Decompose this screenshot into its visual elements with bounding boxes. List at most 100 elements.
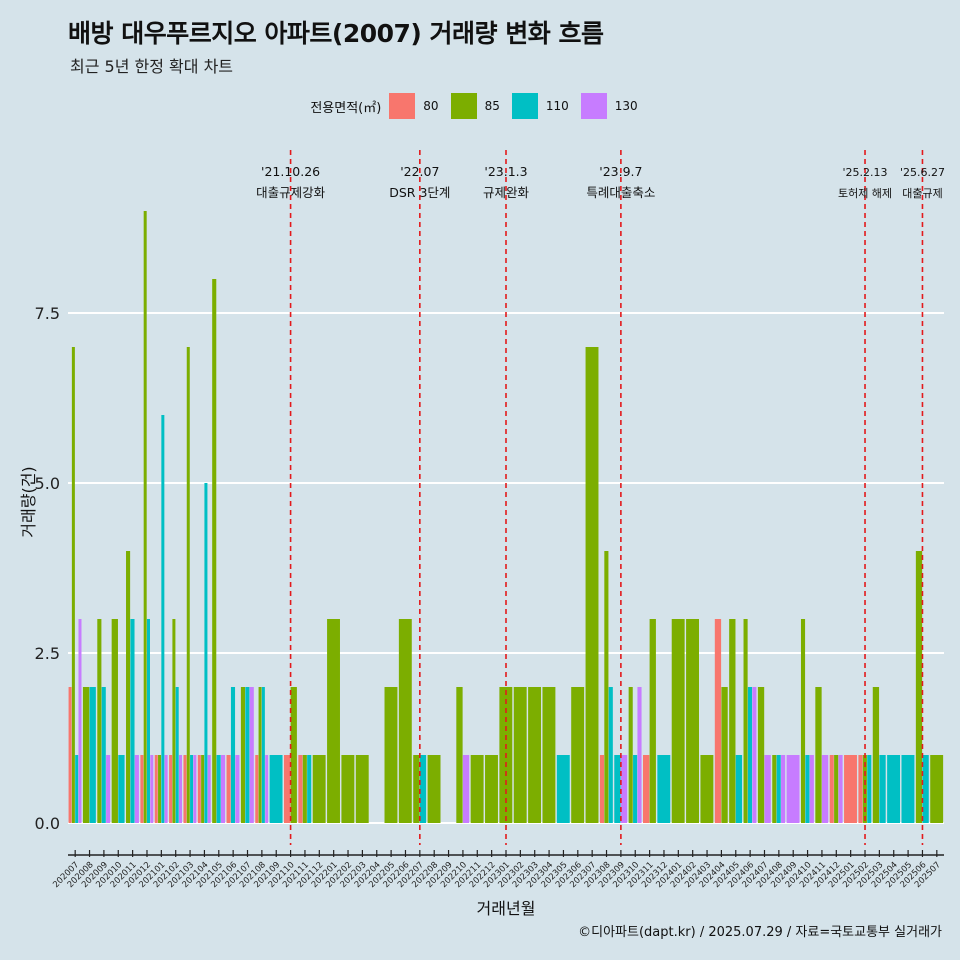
bar-110-202503	[879, 755, 886, 823]
bar-85-202107	[240, 687, 246, 823]
bar-85-202506	[915, 551, 923, 823]
bar-130-202102	[179, 755, 183, 823]
bar-80-202101	[154, 755, 158, 823]
bar-85-202212	[485, 755, 498, 823]
event-date: '25.6.27	[900, 166, 945, 179]
bar-110-202502	[867, 755, 872, 823]
bar-130-202408	[781, 755, 786, 823]
bar-110-202008	[89, 687, 96, 823]
bar-85-202111	[302, 755, 307, 823]
bar-85-202205	[384, 687, 398, 823]
bar-85-202403	[700, 755, 714, 823]
event-date: '22.07	[400, 164, 439, 179]
y-tick-label: 5.0	[35, 474, 60, 493]
bar-130-202101	[164, 755, 168, 823]
bar-85-202103	[186, 347, 190, 823]
legend-item-80: 80	[389, 93, 439, 119]
bar-85-202211	[470, 755, 484, 823]
legend-swatch-80	[389, 93, 416, 119]
bar-80-202104	[197, 755, 201, 823]
bar-85-202101	[158, 755, 162, 823]
bar-85-202210	[456, 687, 463, 823]
bar-85-202302	[513, 687, 527, 823]
bar-110-202308	[608, 687, 613, 823]
bar-110-202504	[887, 755, 901, 823]
bar-80-202311	[643, 755, 650, 823]
y-tick-label: 2.5	[35, 644, 60, 663]
bar-130-202406	[752, 687, 757, 823]
bar-130-202104	[207, 755, 211, 823]
bar-110-202106	[230, 687, 236, 823]
bar-85-202407	[757, 687, 765, 823]
bar-85-202308	[604, 551, 609, 823]
bar-80-202103	[183, 755, 187, 823]
bar-80-202012	[140, 755, 144, 823]
bar-85-202207	[413, 755, 420, 823]
bar-85-202412	[834, 755, 839, 823]
bar-85-202311	[649, 619, 656, 823]
bar-130-202007	[78, 619, 82, 823]
legend-label-110: 110	[545, 99, 569, 113]
bar-80-202502	[858, 755, 863, 823]
bar-85-202304	[542, 687, 556, 823]
source-caption: ©디아파트(dapt.kr) / 2025.07.29 / 자료=국토교통부 실…	[578, 925, 942, 940]
legend-swatch-85	[450, 93, 477, 119]
bar-130-202410	[809, 755, 814, 823]
bar-85-202404	[721, 687, 728, 823]
bar-85-202010	[111, 619, 118, 823]
chart-title: 배방 대우푸르지오 아파트(2007) 거래량 변화 흐름	[68, 19, 604, 48]
bar-130-202210	[462, 755, 470, 823]
bar-130-202309	[620, 755, 628, 823]
bar-80-202404	[714, 619, 722, 823]
bar-110-202102	[175, 687, 179, 823]
bar-110-202309	[614, 755, 621, 823]
bar-130-202106	[235, 755, 240, 823]
legend-swatch-130	[580, 93, 607, 119]
bar-85-202202	[341, 755, 355, 823]
event-date: '21.10.26	[261, 164, 320, 179]
bar-80-202007	[68, 687, 72, 823]
y-axis-title: 거래량(건)	[19, 466, 38, 537]
bar-110-202406	[747, 687, 753, 823]
bar-85-202406	[743, 619, 748, 823]
event-date: '23.9.7	[599, 164, 642, 179]
bar-130-202411	[821, 755, 829, 823]
bar-130-202409	[786, 755, 800, 823]
bar-85-202408	[772, 755, 777, 823]
event-label: 특례대출축소	[586, 185, 655, 200]
bar-85-202104	[201, 755, 205, 823]
bar-85-202402	[686, 619, 699, 823]
bar-110-202408	[776, 755, 781, 823]
bar-85-202307	[585, 347, 599, 823]
bar-110-202310	[633, 755, 638, 823]
bar-80-202108	[255, 755, 259, 823]
bar-85-202411	[815, 687, 822, 823]
bar-110-202012	[146, 619, 150, 823]
bar-130-202103	[193, 755, 197, 823]
bar-85-202008	[82, 687, 90, 823]
event-label: 규제완화	[483, 185, 530, 200]
bar-85-202201	[327, 619, 340, 823]
event-label: 토허제 해제	[838, 186, 892, 200]
y-tick-label: 7.5	[35, 304, 60, 323]
bar-85-202310	[628, 687, 633, 823]
bar-130-202105	[220, 755, 226, 823]
bar-110-202009	[101, 687, 106, 823]
bar-80-202102	[169, 755, 173, 823]
bar-85-202306	[571, 687, 585, 823]
legend-item-130: 130	[580, 93, 638, 119]
bar-130-202009	[106, 755, 111, 823]
bar-80-202106	[226, 755, 231, 823]
bar-110-202108	[261, 687, 265, 823]
bar-85-202405	[729, 619, 736, 823]
bar-110-202010	[118, 755, 125, 823]
bar-85-202007	[71, 347, 75, 823]
legend-label-130: 130	[614, 99, 638, 113]
bar-130-202011	[134, 755, 139, 823]
bar-110-202011	[130, 619, 135, 823]
bar-85-202208	[427, 755, 441, 823]
bar-110-202505	[901, 755, 915, 823]
bar-85-202108	[258, 687, 262, 823]
bar-85-202410	[800, 619, 806, 823]
bar-85-202110	[290, 687, 297, 823]
